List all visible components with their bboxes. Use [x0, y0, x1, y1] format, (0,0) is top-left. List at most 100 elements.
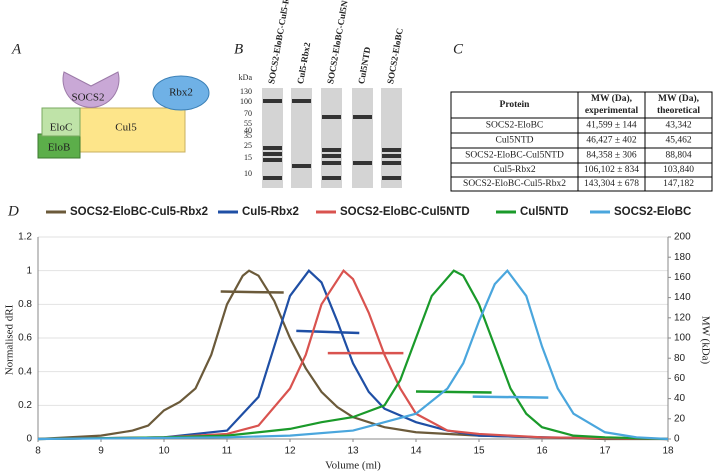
lane-label: Cul5-Rbx2: [295, 41, 312, 85]
x-tick-label: 15: [473, 446, 485, 457]
lane-label: SOCS2-EloBC-Cul5NTD: [325, 0, 352, 85]
label: Cul5: [115, 122, 137, 134]
label: SOCS2: [71, 92, 104, 104]
gel-band: [353, 161, 372, 165]
gel-band: [263, 158, 282, 162]
lane-label: Cul5NTD: [356, 46, 372, 85]
panel-c: C Protein MW (Da), experimental MW (Da), the…: [450, 41, 713, 192]
marker-label: 10: [244, 169, 252, 178]
marker-label: 40: [244, 126, 252, 135]
marker-label: 15: [244, 153, 252, 162]
x-tick-label: 9: [98, 446, 104, 457]
y2-tick-label: 80: [674, 353, 686, 364]
y2-tick-label: 0: [674, 434, 680, 445]
table-cell: SOCS2-EloBC-Cul5NTD: [465, 151, 564, 161]
mw-line: [220, 290, 284, 294]
table-cell: SOCS2-EloBC: [486, 121, 544, 131]
table-cell: Cul5NTD: [496, 136, 534, 146]
dri-line: [37, 268, 669, 441]
marker-label: 25: [244, 141, 252, 150]
gel-band: [263, 176, 282, 180]
rbx2-shape: [152, 75, 210, 111]
panel-letter: B: [234, 41, 243, 57]
table-border: [450, 91, 713, 192]
table-cell: Cul5-Rbx2: [493, 165, 535, 175]
table-cell: 46,427 ± 402: [586, 136, 637, 146]
x-tick-label: 8: [35, 446, 41, 457]
legend-label: Cul5-Rbx2: [242, 206, 299, 218]
label: EloB: [48, 142, 71, 154]
marker-label: 35: [244, 131, 252, 140]
panel-d: D Volume (ml) Normalised dRI MW (kDa) 0 0…: [4, 203, 712, 471]
gel-band: [322, 154, 341, 158]
y-tick-label: 0.4: [18, 366, 32, 377]
lane-label: SOCS2-EloBC-Cul5-Rbx2: [266, 0, 294, 85]
unit-label: kDa: [239, 73, 253, 82]
y2-tick-label: 160: [674, 272, 691, 283]
legend-label: SOCS2-EloBC-Cul5NTD: [340, 206, 470, 218]
x-axis-title: Volume (ml): [325, 460, 381, 472]
x-tick-label: 11: [222, 446, 233, 457]
table-header: MW (Da), theoretical: [657, 93, 700, 116]
gel-band: [263, 99, 282, 103]
table-cell: 84,358 ± 306: [586, 151, 637, 161]
table-cell: 45,462: [665, 136, 691, 146]
x-tick-label: 18: [662, 446, 674, 457]
panel-letter: C: [453, 41, 464, 57]
table-cell: 103,840: [663, 165, 694, 175]
gel-band: [322, 148, 341, 152]
mw-line: [472, 395, 549, 399]
legend-label: Cul5NTD: [520, 206, 569, 218]
gel-lane: [352, 88, 373, 188]
y-tick-label: 0.2: [18, 400, 32, 411]
gel-band: [263, 146, 282, 150]
y2-axis-title: MW (kDa): [699, 316, 711, 365]
gel-lane: [321, 88, 342, 188]
socs2-shape: [62, 71, 120, 108]
eloc-shape: [41, 107, 81, 137]
y2-tick-label: 60: [674, 373, 686, 384]
mw-line: [415, 390, 492, 394]
table-cell: 43,342: [665, 121, 691, 131]
y-tick-label: 0.6: [18, 333, 32, 344]
table-cell: 147,182: [663, 179, 694, 189]
marker-label: 70: [244, 109, 252, 118]
y-tick-label: 0.8: [18, 299, 32, 310]
gel-band: [263, 152, 282, 156]
y-tick-label: 0: [26, 434, 32, 445]
x-tick-label: 12: [284, 446, 296, 457]
x-tick-label: 14: [410, 446, 422, 457]
marker-label: 130: [240, 87, 252, 96]
gel-band: [353, 115, 372, 119]
table-cell: 41,599 ± 144: [586, 121, 637, 131]
legend-label: SOCS2-EloBC-Cul5-Rbx2: [70, 206, 208, 218]
table-cell: 143,304 ± 678: [584, 179, 639, 189]
y2-tick-label: 140: [674, 292, 691, 303]
panel-a: A SOCS2 EloC EloB Cul5 Rbx2: [11, 41, 210, 159]
x-tick-label: 10: [158, 446, 170, 457]
table-cell: SOCS2-EloBC-Cul5-Rbx2: [463, 179, 566, 189]
gel-lane: [262, 88, 283, 188]
table-cell: 88,804: [665, 151, 691, 161]
marker-label: 100: [240, 97, 252, 106]
gel-band: [322, 176, 341, 180]
cul5-shape: [79, 107, 186, 153]
x-tick-label: 13: [347, 446, 359, 457]
gel-band: [292, 164, 311, 168]
panel-letter: A: [11, 41, 22, 57]
y2-tick-label: 40: [674, 393, 686, 404]
table-header: Protein: [500, 100, 531, 110]
y2-tick-label: 20: [674, 413, 686, 424]
gel-band: [382, 148, 401, 152]
gel-band: [322, 115, 341, 119]
label: EloC: [50, 122, 73, 134]
panel-letter: D: [7, 203, 19, 219]
gel-lane: [381, 88, 402, 188]
mw-line: [296, 329, 360, 335]
gel-band: [382, 176, 401, 180]
legend-label: SOCS2-EloBC: [614, 206, 691, 218]
gel-band: [382, 154, 401, 158]
gel-band: [322, 161, 341, 165]
dri-line: [37, 269, 669, 441]
